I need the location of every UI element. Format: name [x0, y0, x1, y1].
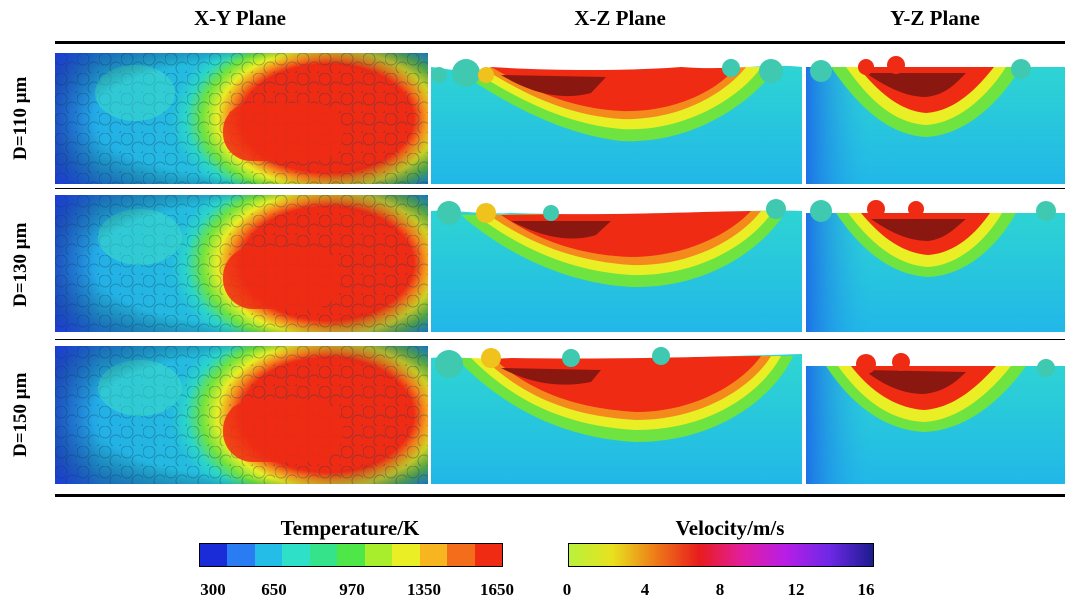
velocity-tick: 8 [715, 580, 725, 599]
xy-plane-d150 [55, 346, 428, 484]
xz-plane-d130 [431, 195, 802, 332]
temperature-band-0 [200, 544, 228, 566]
yz-plane-d130 [806, 195, 1065, 332]
temperature-band-2 [254, 544, 283, 566]
temperature-band-9 [447, 544, 475, 566]
temperature-tick: 300 [200, 580, 226, 599]
velocity-colorbar-title: Velocity/m/s [675, 516, 785, 540]
temperature-tick: 970 [339, 580, 365, 599]
temperature-band-1 [227, 544, 255, 566]
row-label-110: D=110 μm [10, 76, 31, 160]
temperature-tick: 1350 [407, 580, 441, 599]
velocity-tick: 16 [857, 580, 875, 599]
row-label-150: D=150 μm [10, 372, 31, 458]
temperature-band-4 [309, 544, 338, 566]
velocity-tick: 12 [787, 580, 805, 599]
top-rule [55, 41, 1065, 44]
xz-plane-d150 [431, 346, 802, 484]
row-divider-2 [55, 339, 1065, 340]
temperature-band-3 [282, 544, 310, 566]
temperature-band-6 [364, 544, 393, 566]
temperature-band-5 [337, 544, 365, 566]
temperature-band-7 [392, 544, 420, 566]
temperature-tick: 650 [261, 580, 287, 599]
temperature-tick: 1650 [480, 580, 514, 599]
row-label-130: D=130 μm [10, 222, 31, 308]
xy-plane-d130 [55, 195, 428, 332]
column-title-yz: Y-Z Plane [890, 6, 980, 30]
temperature-band-8 [419, 544, 448, 566]
velocity-colorbar [568, 543, 874, 567]
xz-plane-d110 [431, 53, 802, 184]
temperature-colorbar [199, 543, 503, 567]
yz-plane-d150 [806, 346, 1065, 484]
temperature-band-10 [474, 544, 502, 566]
column-title-xz: X-Z Plane [574, 6, 666, 30]
yz-plane-d110 [806, 53, 1065, 184]
xy-plane-d110 [55, 53, 428, 184]
row-divider-1 [55, 188, 1065, 189]
velocity-tick: 0 [562, 580, 572, 599]
column-title-xy: X-Y Plane [194, 6, 286, 30]
bottom-rule [55, 494, 1065, 497]
temperature-colorbar-title: Temperature/K [280, 516, 420, 540]
velocity-tick: 4 [640, 580, 650, 599]
